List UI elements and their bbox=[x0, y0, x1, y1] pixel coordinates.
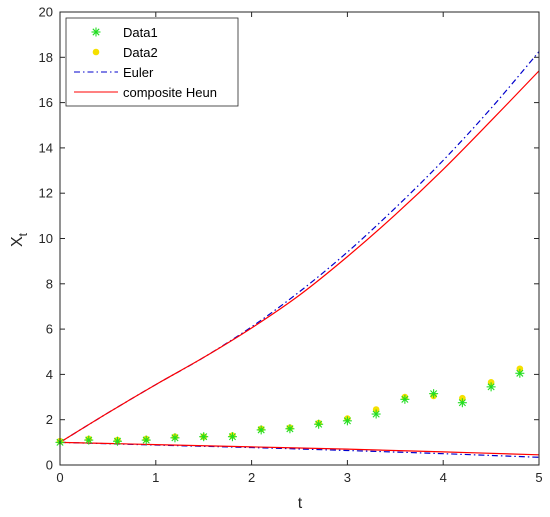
data-point bbox=[486, 382, 496, 392]
y-tick-label: 18 bbox=[39, 50, 53, 65]
data-point bbox=[112, 436, 122, 446]
legend-marker-data1 bbox=[91, 27, 101, 37]
legend-item-data2: Data2 bbox=[92, 45, 158, 60]
y-tick-label: 8 bbox=[46, 276, 53, 291]
series-euler bbox=[59, 51, 540, 458]
legend-item-composite-heun: composite Heun bbox=[74, 85, 217, 100]
y-tick-label: 0 bbox=[46, 458, 53, 473]
legend-label-data2: Data2 bbox=[123, 45, 158, 60]
y-tick-label: 16 bbox=[39, 95, 53, 110]
data-point bbox=[515, 368, 525, 378]
data-point bbox=[285, 424, 295, 434]
data-point bbox=[459, 394, 466, 402]
legend-item-euler: Euler bbox=[74, 65, 154, 80]
legend-asterisk-marker bbox=[91, 27, 101, 37]
data-point bbox=[227, 432, 237, 442]
series-line-composite-heun bbox=[59, 441, 540, 456]
legend-marker-data2 bbox=[92, 48, 100, 56]
series-line-euler bbox=[59, 51, 540, 443]
y-tick-label: 12 bbox=[39, 186, 53, 201]
x-tick-label: 0 bbox=[56, 470, 63, 485]
series-data1 bbox=[55, 368, 525, 447]
data-point bbox=[516, 365, 524, 373]
data-point bbox=[372, 406, 380, 413]
legend-label-euler: Euler bbox=[123, 65, 154, 80]
data-point bbox=[256, 425, 266, 435]
series-composite-heun bbox=[59, 70, 540, 456]
data-point bbox=[342, 416, 352, 426]
data-point bbox=[429, 389, 439, 399]
legend-dot-marker bbox=[92, 48, 100, 56]
data-point bbox=[314, 419, 324, 429]
y-axis-label-sub: t bbox=[16, 232, 30, 236]
legend-label-data1: Data1 bbox=[123, 25, 158, 40]
series-line-composite-heun bbox=[59, 70, 540, 443]
y-tick-label: 14 bbox=[39, 140, 53, 155]
legend-label-composite-heun: composite Heun bbox=[123, 85, 217, 100]
x-tick-label: 3 bbox=[344, 470, 351, 485]
x-tick-label: 4 bbox=[440, 470, 447, 485]
x-axis-label: t bbox=[298, 495, 303, 512]
data-point bbox=[170, 433, 180, 443]
legend: Data1 Data2 Euler composite Heun bbox=[65, 17, 239, 107]
data-point bbox=[400, 394, 410, 404]
x-tick-label: 5 bbox=[535, 470, 542, 485]
x-tick-label: 2 bbox=[248, 470, 255, 485]
y-tick-label: 6 bbox=[46, 322, 53, 337]
data-point bbox=[141, 435, 151, 445]
plot-area bbox=[55, 51, 540, 458]
y-axis-label-main: X bbox=[9, 236, 26, 247]
data-point bbox=[487, 379, 495, 386]
data-point bbox=[199, 432, 209, 442]
data-point bbox=[371, 409, 381, 419]
y-tick-label: 4 bbox=[46, 367, 53, 382]
x-tick-label: 1 bbox=[152, 470, 159, 485]
y-axis-label: Xt bbox=[9, 232, 30, 247]
data-point bbox=[457, 398, 467, 408]
data-point bbox=[84, 435, 94, 445]
y-tick-label: 2 bbox=[46, 412, 53, 427]
legend-item-data1: Data1 bbox=[91, 25, 158, 40]
y-tick-label: 20 bbox=[39, 5, 53, 20]
y-tick-label: 10 bbox=[39, 231, 53, 246]
